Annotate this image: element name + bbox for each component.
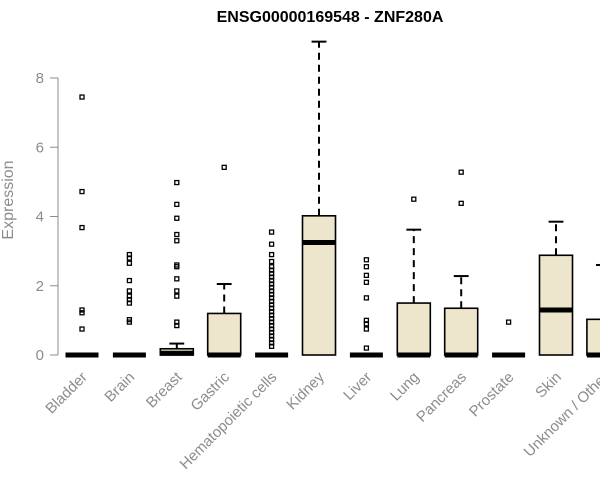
outlier-point — [126, 300, 133, 306]
box — [301, 215, 337, 356]
outlier-point — [126, 288, 133, 294]
outlier-point — [79, 94, 85, 100]
y-tick-label: 2 — [36, 278, 44, 295]
outlier-point — [79, 326, 85, 332]
box — [443, 307, 479, 356]
outlier-point — [268, 258, 275, 265]
y-axis: 0 2 4 6 8 — [36, 70, 59, 364]
outlier-point — [174, 231, 180, 238]
outlier-point — [174, 215, 180, 221]
box-group — [443, 169, 479, 358]
box — [396, 302, 432, 356]
outlier-point — [174, 293, 180, 299]
boxes-layer — [65, 40, 600, 358]
outlier-point — [505, 319, 512, 325]
outlier-point — [174, 322, 180, 329]
outlier-point — [268, 229, 275, 235]
box-group — [396, 196, 432, 358]
box-group — [112, 251, 146, 358]
box — [538, 254, 574, 356]
box-group — [159, 179, 195, 356]
outlier-point — [174, 264, 180, 270]
outlier-point — [363, 345, 370, 351]
outlier-point — [363, 264, 370, 270]
outlier-point — [458, 200, 464, 206]
outlier-point — [174, 238, 180, 244]
outlier-point — [363, 321, 370, 327]
outlier-point — [363, 257, 370, 263]
box-group — [538, 220, 574, 356]
outlier-point — [268, 241, 275, 247]
box-group — [492, 319, 526, 358]
x-tick-label: Gastric — [187, 368, 233, 414]
outlier-point — [268, 343, 275, 349]
box-group — [255, 229, 289, 358]
chart-title: ENSG00000169548 - ZNF280A — [217, 9, 444, 26]
y-tick-label: 6 — [36, 139, 44, 156]
outlier-point — [363, 272, 370, 279]
box — [206, 312, 242, 356]
x-tick-label: Bladder — [42, 369, 91, 418]
y-tick-label: 8 — [36, 70, 44, 87]
outlier-point — [363, 279, 370, 285]
outlier-point — [363, 295, 370, 301]
x-tick-label: Kidney — [283, 368, 328, 413]
outlier-point — [174, 276, 180, 282]
box-group — [349, 257, 383, 358]
outlier-point — [268, 251, 275, 258]
outlier-point — [126, 255, 133, 261]
outlier-point — [126, 260, 133, 266]
y-tick-label: 0 — [36, 347, 44, 364]
box-group — [586, 263, 600, 358]
outlier-point — [79, 310, 85, 316]
y-axis-label: Expression — [0, 160, 17, 239]
outlier-point — [174, 288, 180, 294]
box — [586, 318, 600, 356]
outlier-point — [411, 196, 417, 202]
outlier-point — [79, 307, 85, 313]
outlier-point — [363, 326, 370, 332]
x-tick-label: Breast — [143, 368, 186, 411]
outlier-point — [174, 179, 180, 186]
x-tick-label: Prostate — [466, 369, 518, 421]
box-group — [206, 164, 242, 358]
outlier-point — [221, 164, 227, 170]
x-tick-label: Liver — [340, 369, 375, 404]
x-tick-label: Brain — [101, 369, 138, 406]
outlier-point — [79, 188, 85, 195]
y-tick-label: 4 — [36, 209, 44, 226]
outlier-point — [79, 224, 85, 231]
outlier-point — [458, 169, 464, 175]
x-tick-label: Pancreas — [413, 369, 470, 426]
box-group — [301, 40, 337, 356]
outlier-point — [126, 277, 133, 284]
x-tick-label: Lung — [387, 369, 423, 405]
outlier-point — [126, 319, 133, 325]
x-tick-label: Skin — [532, 369, 565, 402]
outlier-point — [174, 201, 180, 208]
box-group — [65, 94, 99, 358]
